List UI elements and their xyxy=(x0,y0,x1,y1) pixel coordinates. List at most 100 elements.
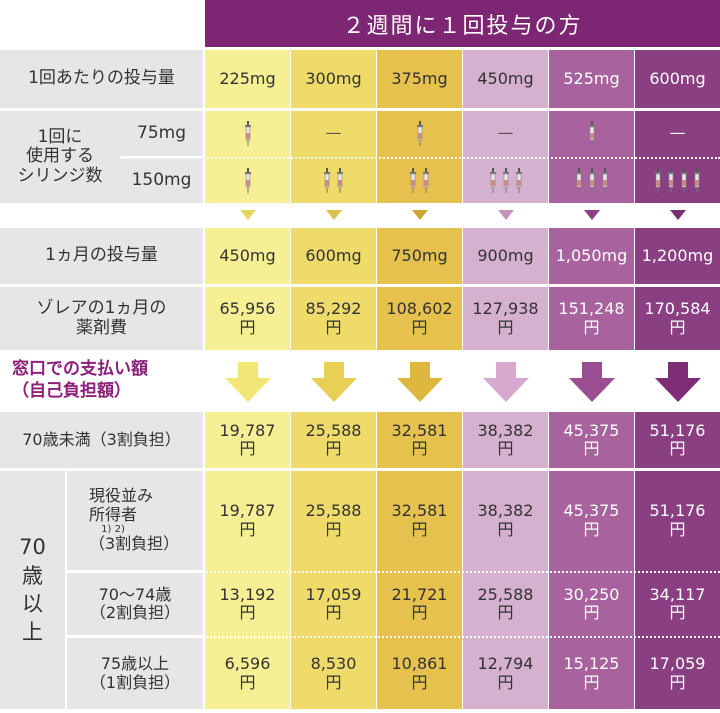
down-triangle-icon xyxy=(583,210,600,220)
down-arrow-icon xyxy=(224,362,271,402)
syringe-icon xyxy=(489,167,497,194)
age70-74-value-5: 34,117 円 xyxy=(635,573,720,635)
syringe-150-cell-2 xyxy=(377,158,462,203)
syringe-icon xyxy=(244,167,252,194)
under70-value-5: 51,176 円 xyxy=(635,412,720,468)
age75-value-1: 8,530 円 xyxy=(291,638,376,709)
under70-value-1: 25,588 円 xyxy=(291,412,376,468)
under70-value-2: 32,581 円 xyxy=(377,412,462,468)
drugcost-value-1: 85,292 円 xyxy=(291,287,376,350)
under70-value-amount: 32,581 xyxy=(391,420,448,440)
age70-74-value-unit: 円 xyxy=(497,603,514,622)
syringe-150-label: 150mg xyxy=(120,158,203,203)
under70-value-unit: 円 xyxy=(497,439,514,458)
age75-value-amount: 17,059 xyxy=(649,654,706,674)
under70-value-4: 45,375 円 xyxy=(549,412,634,468)
active-label: 現役並み 所得者 1) 2) （3割負担） xyxy=(67,471,203,570)
age75-line1: 75歳以上 xyxy=(100,654,170,674)
syringe-icon xyxy=(515,167,523,194)
active-value-5: 51,176 円 xyxy=(635,471,720,570)
active-value-2: 32,581 円 xyxy=(377,471,462,570)
active-value-0: 19,787 円 xyxy=(205,471,290,570)
down-arrow-icon xyxy=(310,362,357,402)
active-value-amount: 32,581 xyxy=(391,501,448,521)
divider xyxy=(65,471,67,709)
syringe-label: 1回に 使用する シリンジ数 xyxy=(0,111,120,203)
row-divider xyxy=(67,636,720,638)
active-value-4: 45,375 円 xyxy=(549,471,634,570)
drugcost-label-line1: ゾレアの1ヵ月の xyxy=(36,297,167,318)
down-arrow-icon xyxy=(654,362,701,402)
age75-value-amount: 10,861 xyxy=(391,654,448,674)
active-value-1: 25,588 円 xyxy=(291,471,376,570)
syringe-150-cell-1 xyxy=(291,158,376,203)
drugcost-value-unit: 円 xyxy=(325,317,342,337)
drugcost-value-amount: 127,938 xyxy=(472,299,539,319)
dose-value-1: 300mg xyxy=(305,68,362,88)
monthly-value-3: 900mg xyxy=(477,245,534,265)
age75-value-unit: 円 xyxy=(497,672,514,692)
over70-line1: 70 xyxy=(19,535,46,560)
drugcost-value-amount: 85,292 xyxy=(305,299,362,319)
age70-74-line2: （2割負担） xyxy=(89,603,181,622)
active-value-amount: 38,382 xyxy=(477,501,534,521)
age75-value-3: 12,794 円 xyxy=(463,638,548,709)
gap xyxy=(0,709,720,713)
syringe-icon xyxy=(680,167,688,194)
under70-value-unit: 円 xyxy=(583,439,600,458)
age75-value-unit: 円 xyxy=(411,672,428,692)
under70-value-unit: 円 xyxy=(325,439,342,458)
row-divider xyxy=(67,571,720,573)
age75-line2: （1割負担） xyxy=(89,672,181,692)
drugcost-label-line2: 薬剤費 xyxy=(76,317,127,338)
age75-value-4: 15,125 円 xyxy=(549,638,634,709)
under70-value-amount: 25,588 xyxy=(305,420,362,440)
under70-value-amount: 51,176 xyxy=(649,420,706,440)
under70-value-amount: 19,787 xyxy=(219,420,276,440)
monthly-value-2: 750mg xyxy=(391,245,448,265)
under70-value-unit: 円 xyxy=(411,439,428,458)
section-title: 窓口での支払い額 （自己負担額） xyxy=(12,358,148,402)
syringe-divider xyxy=(120,157,720,159)
down-triangle-icon xyxy=(325,210,342,220)
drugcost-label: ゾレアの1ヵ月の 薬剤費 xyxy=(0,287,203,350)
over70-line3: 以 xyxy=(22,592,43,616)
age70-74-value-unit: 円 xyxy=(325,603,342,622)
syringe-75-cell-0 xyxy=(205,111,290,156)
drugcost-value-amount: 151,248 xyxy=(558,299,625,319)
syringe-icon xyxy=(588,167,596,194)
down-triangle-icon xyxy=(411,210,428,220)
active-value-unit: 円 xyxy=(325,519,342,539)
age75-value-amount: 15,125 xyxy=(563,654,620,674)
down-triangle-icon xyxy=(239,210,256,220)
dose-value-4: 525mg xyxy=(563,68,620,88)
drugcost-value-unit: 円 xyxy=(497,317,514,337)
active-line3: （3割負担） xyxy=(89,534,180,554)
age75-value-amount: 8,530 xyxy=(310,654,357,674)
syringe-label-line1: 1回に xyxy=(37,126,83,147)
gap xyxy=(0,108,720,111)
syringe-75-cell-4 xyxy=(549,111,634,156)
drugcost-value-3: 127,938 円 xyxy=(463,287,548,350)
gap xyxy=(0,468,720,471)
age70-74-value-amount: 13,192 xyxy=(219,584,276,604)
page-header: ２週間に１回投与の方 xyxy=(205,0,720,47)
syringe-150-cell-4 xyxy=(549,158,634,203)
age75-value-0: 6,596 円 xyxy=(205,638,290,709)
drugcost-value-unit: 円 xyxy=(583,317,600,337)
syringe-icon xyxy=(575,167,583,194)
gap xyxy=(0,284,720,287)
down-arrow-icon xyxy=(568,362,615,402)
age75-value-unit: 円 xyxy=(669,672,686,692)
drugcost-value-amount: 170,584 xyxy=(644,299,711,319)
age75-value-amount: 12,794 xyxy=(477,654,534,674)
monthly-label: 1ヵ月の投与量 xyxy=(0,228,203,284)
drugcost-value-5: 170,584 円 xyxy=(635,287,720,350)
active-value-amount: 25,588 xyxy=(305,501,362,521)
over70-line2: 歳 xyxy=(22,563,43,588)
dose-value-2: 375mg xyxy=(391,68,448,88)
syringe-icon xyxy=(323,167,331,194)
drugcost-value-unit: 円 xyxy=(411,317,428,337)
syringe-icon xyxy=(336,167,344,194)
active-value-unit: 円 xyxy=(583,519,600,539)
